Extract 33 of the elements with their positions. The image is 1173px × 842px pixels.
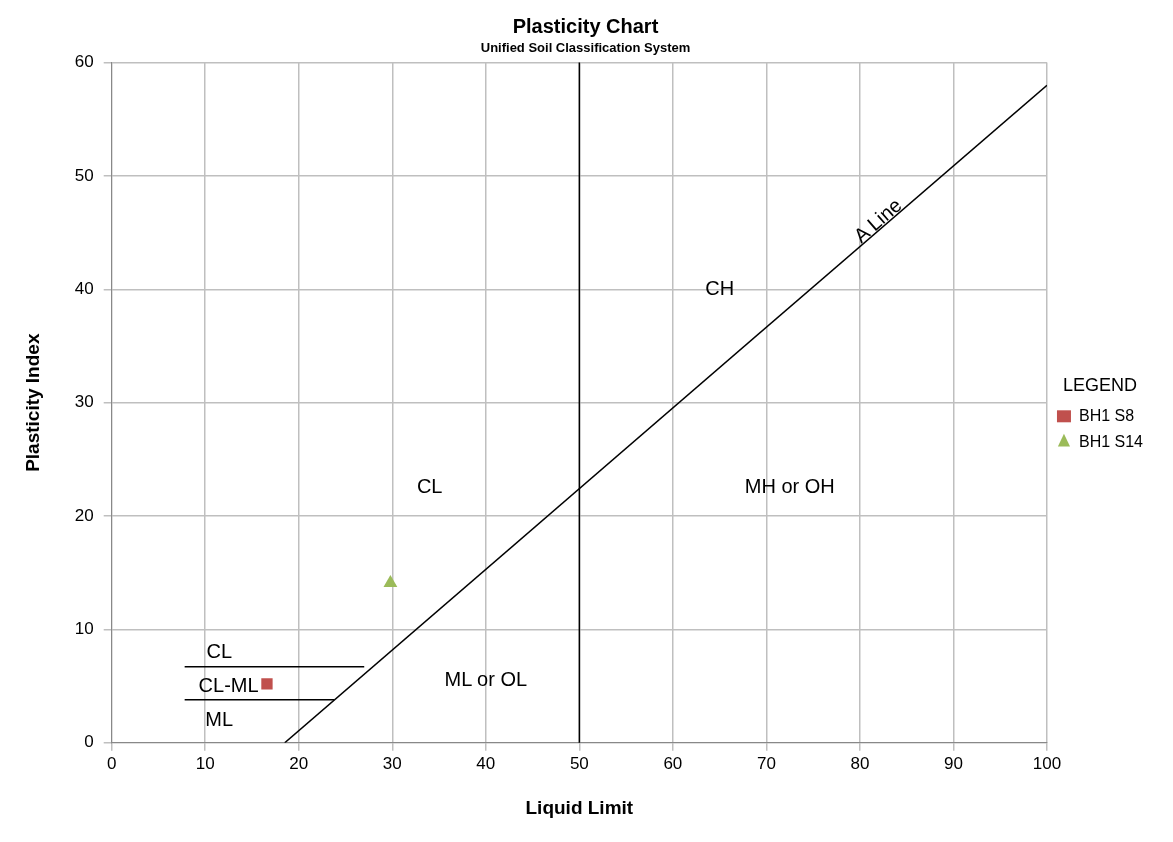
x-tick-label: 40 <box>476 753 496 773</box>
x-tick-label: 20 <box>289 753 309 773</box>
annotation: CL <box>206 639 233 662</box>
x-tick-label: 60 <box>663 753 683 773</box>
chart-title: Plasticity Chart <box>512 14 659 37</box>
y-tick-label: 50 <box>74 165 94 185</box>
annotation: ML <box>205 707 234 730</box>
annotation: MH or OH <box>744 475 835 498</box>
x-tick-label: 70 <box>756 753 776 773</box>
annotation: ML or OL <box>444 667 528 690</box>
y-tick-label: 40 <box>74 279 94 299</box>
y-tick-label: 30 <box>74 392 94 412</box>
annotation: CL-ML <box>198 673 259 696</box>
annotation: A Line <box>849 193 906 247</box>
x-axis-title: Liquid Limit <box>525 796 634 818</box>
x-tick-label: 50 <box>569 753 589 773</box>
x-tick-label: 80 <box>850 753 870 773</box>
y-tick-label: 0 <box>84 732 94 752</box>
legend-label: BH1 S8 <box>1078 406 1135 424</box>
y-tick-label: 60 <box>74 52 94 72</box>
annotation: CH <box>705 276 735 299</box>
y-axis-title: Plasticity Index <box>21 333 43 472</box>
x-tick-label: 90 <box>943 753 963 773</box>
x-tick-label: 30 <box>382 753 402 773</box>
y-tick-label: 10 <box>74 619 94 639</box>
chart-subtitle: Unified Soil Classification System <box>480 40 691 56</box>
legend-title: LEGEND <box>1062 374 1137 395</box>
x-tick-label: 0 <box>106 753 117 773</box>
x-tick-label: 100 <box>1032 753 1062 773</box>
annotation: CL <box>416 475 443 498</box>
x-tick-label: 10 <box>195 753 215 773</box>
y-tick-label: 20 <box>74 505 94 525</box>
legend-label: BH1 S14 <box>1078 432 1144 450</box>
